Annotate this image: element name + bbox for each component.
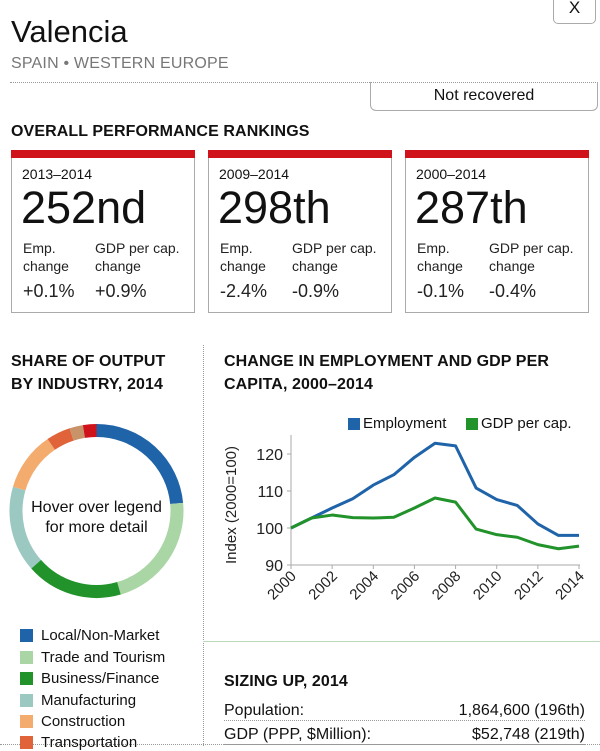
legend-swatch bbox=[20, 629, 33, 642]
y-axis-label: Index (2000=100) bbox=[223, 446, 240, 564]
ranking-card: 2013–2014 252nd Emp.change GDP per cap.c… bbox=[11, 150, 195, 313]
stat-label: GDP (PPP, $Million): bbox=[224, 726, 371, 744]
donut-slice-transportation bbox=[51, 434, 71, 444]
gdp-change-value: -0.4% bbox=[489, 281, 536, 302]
card-accent-bar bbox=[405, 150, 589, 158]
stat-label: Population: bbox=[224, 702, 304, 720]
legend-item-local-non-market[interactable]: Local/Non-Market bbox=[20, 628, 159, 643]
gdp-change-label: GDP per cap.change bbox=[489, 239, 574, 275]
ranking-card: 2009–2014 298th Emp.change GDP per cap.c… bbox=[208, 150, 392, 313]
donut-slice-business-finance bbox=[36, 564, 119, 591]
emp-change-value: -0.1% bbox=[417, 281, 464, 302]
legend-swatch bbox=[20, 736, 33, 749]
y-tick-label: 90 bbox=[265, 558, 283, 575]
x-tick-label: 2014 bbox=[552, 568, 588, 604]
legend-swatch bbox=[20, 715, 33, 728]
legend-label: Business/Finance bbox=[41, 671, 159, 686]
card-accent-bar bbox=[208, 150, 392, 158]
y-tick-label: 100 bbox=[256, 521, 283, 538]
legend-item-transportation[interactable]: Transportation bbox=[20, 735, 137, 750]
legend-label: Construction bbox=[41, 714, 125, 729]
x-tick-label: 2006 bbox=[388, 568, 424, 604]
donut-slice-construction bbox=[19, 444, 51, 488]
emp-change-value: +0.1% bbox=[23, 281, 75, 302]
x-tick-label: 2004 bbox=[346, 568, 382, 604]
emp-change-label: Emp.change bbox=[23, 239, 69, 275]
section-divider-vertical bbox=[203, 345, 204, 746]
sizing-title: SIZING UP, 2014 bbox=[224, 670, 348, 693]
series-line-employment bbox=[291, 443, 579, 535]
gdp-change-value: -0.9% bbox=[292, 281, 339, 302]
legend-item-business-finance[interactable]: Business/Finance bbox=[20, 671, 159, 686]
x-tick-label: 2002 bbox=[305, 568, 341, 604]
stat-value: $52,748 (219th) bbox=[472, 726, 585, 744]
legend-label: Trade and Tourism bbox=[41, 650, 165, 665]
x-tick-label: 2012 bbox=[511, 568, 547, 604]
emp-change-value: -2.4% bbox=[220, 281, 267, 302]
gdp-change-label: GDP per cap.change bbox=[292, 239, 377, 275]
legend-item-manufacturing[interactable]: Manufacturing bbox=[20, 693, 136, 708]
card-period: 2009–2014 bbox=[219, 166, 289, 182]
card-rank: 298th bbox=[218, 182, 331, 234]
card-rank: 252nd bbox=[21, 182, 146, 234]
legend-label: Transportation bbox=[41, 735, 137, 750]
stat-row-gdp: GDP (PPP, $Million): $52,748 (219th) bbox=[224, 721, 585, 745]
card-accent-bar bbox=[11, 150, 195, 158]
donut-slice-local-non-market bbox=[97, 431, 177, 504]
x-tick-label: 2008 bbox=[429, 568, 465, 604]
gdp-change-value: +0.9% bbox=[95, 281, 147, 302]
ranking-card: 2000–2014 287th Emp.change GDP per cap.c… bbox=[405, 150, 589, 313]
y-tick-label: 120 bbox=[256, 447, 283, 464]
card-period: 2000–2014 bbox=[416, 166, 486, 182]
region-subtitle: SPAIN • WESTERN EUROPE bbox=[11, 55, 229, 73]
legend-label: Manufacturing bbox=[41, 693, 136, 708]
stat-row-population: Population: 1,864,600 (196th) bbox=[224, 697, 585, 721]
stat-value: 1,864,600 (196th) bbox=[459, 702, 585, 720]
emp-change-label: Emp.change bbox=[220, 239, 266, 275]
page-title: Valencia bbox=[11, 14, 128, 50]
card-rank: 287th bbox=[415, 182, 528, 234]
legend-item-construction[interactable]: Construction bbox=[20, 714, 125, 729]
card-period: 2013–2014 bbox=[22, 166, 92, 182]
x-tick-label: 2010 bbox=[470, 568, 506, 604]
rankings-title: OVERALL PERFORMANCE RANKINGS bbox=[11, 120, 310, 143]
legend-swatch bbox=[348, 418, 360, 430]
legend-label: Local/Non-Market bbox=[41, 628, 159, 643]
donut-slice-7 bbox=[84, 431, 97, 432]
legend-swatch bbox=[466, 418, 478, 430]
legend-swatch bbox=[20, 651, 33, 664]
close-button[interactable]: X bbox=[553, 0, 596, 24]
legend-swatch bbox=[20, 694, 33, 707]
y-tick-label: 110 bbox=[257, 484, 283, 501]
section-divider-horizontal bbox=[203, 641, 600, 642]
legend-swatch bbox=[20, 672, 33, 685]
legend-item-trade-tourism[interactable]: Trade and Tourism bbox=[20, 650, 165, 665]
gdp-change-label: GDP per cap.change bbox=[95, 239, 180, 275]
emp-change-label: Emp.change bbox=[417, 239, 463, 275]
donut-slice-6 bbox=[72, 431, 84, 434]
recovery-status-badge: Not recovered bbox=[370, 82, 598, 111]
